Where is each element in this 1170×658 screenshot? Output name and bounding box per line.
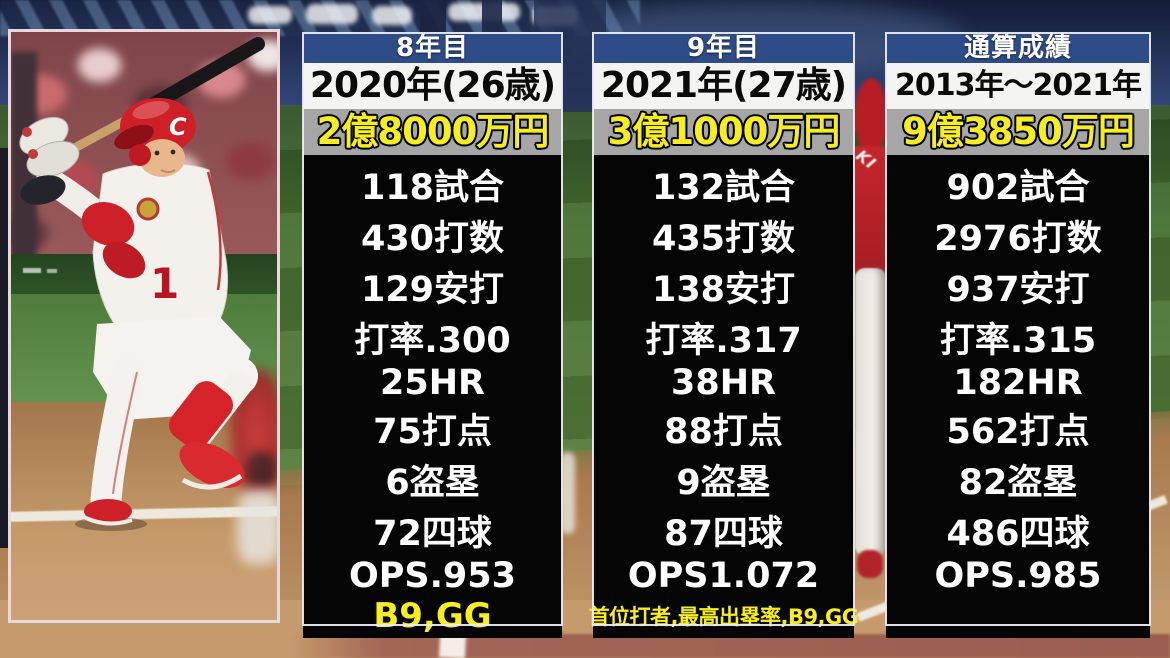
stat-row-atbats: 430打数 (360, 219, 505, 259)
stat-row-steals: 9盗塁 (676, 463, 771, 503)
standing-leg (90, 352, 145, 516)
pants-piping (112, 371, 138, 495)
season-label: 2020年(26歳) (303, 63, 562, 109)
awards-row: B9,GG (373, 596, 492, 636)
stat-row-steals: 82盗塁 (958, 463, 1078, 503)
column-header: 8年目 (303, 33, 562, 63)
photo-catcher-mitt-blur (247, 452, 277, 488)
stat-row-hits: 129安打 (360, 270, 505, 310)
chest-emblem (136, 197, 160, 221)
shin-guard (168, 381, 234, 449)
stat-column-year8: 8年目 2020年(26歳) 2億8000万円 118試合 430打数 129安… (302, 32, 563, 638)
raised-thigh (160, 343, 258, 395)
stat-row-rbi: 75打点 (373, 412, 492, 452)
season-label: 2021年(27歳) (593, 63, 854, 109)
stat-row-rbi: 562打点 (946, 412, 1090, 452)
stat-column-career: 通算成績 2013年～2021年 9億3850万円 902試合 2976打数 9… (885, 32, 1151, 638)
stat-row-steals: 6盗塁 (385, 463, 480, 503)
stat-row-ops: OPS1.072 (627, 556, 820, 596)
stat-row-walks: 486四球 (946, 514, 1090, 554)
helmet: C (114, 98, 196, 154)
wrist-guard (20, 175, 66, 205)
stats-panel: 118試合 430打数 129安打 打率.300 25HR 75打点 6盗塁 7… (303, 155, 562, 638)
dirt-color-band (290, 634, 1170, 658)
helmet-logo: C (169, 113, 187, 141)
standing-shoe (84, 499, 133, 526)
stat-row-rbi: 88打点 (664, 412, 783, 452)
column-header-label: 8年目 (395, 33, 470, 63)
stat-row-games: 902試合 (946, 168, 1090, 208)
catcher-helmet (855, 78, 887, 152)
stat-row-games: 132試合 (651, 168, 796, 208)
stat-row-walks: 87四球 (664, 514, 783, 554)
batting-gloves (19, 116, 80, 178)
stat-row-ops: OPS.985 (934, 556, 1102, 596)
elbow-guard (102, 241, 146, 279)
distant-player-blur (560, 452, 575, 534)
stat-row-homeruns: 38HR (671, 363, 776, 403)
stats-panel: 902試合 2976打数 937安打 打率.315 182HR 562打点 82… (886, 155, 1150, 638)
stat-row-hits: 138安打 (651, 270, 796, 310)
blurred-scoreboard-text (248, 6, 292, 24)
wall-distance-marker (47, 269, 57, 273)
awards-row (886, 596, 1150, 636)
column-header: 通算成績 (886, 33, 1150, 63)
wall-distance-marker (23, 268, 41, 273)
stat-row-average: 打率.300 (354, 321, 511, 361)
stat-row-homeruns: 25HR (380, 363, 485, 403)
stat-row-ops: OPS.953 (349, 556, 516, 596)
foreground-pole (0, 148, 10, 548)
salary-label: 2億8000万円 (303, 109, 562, 155)
salary-label: 9億3850万円 (886, 109, 1150, 155)
player-illustration: C 1 (19, 37, 265, 531)
photo-catcher-pants-blur (237, 490, 277, 564)
stat-row-atbats: 435打数 (651, 219, 796, 259)
column-header: 9年目 (593, 33, 854, 63)
stat-row-hits: 937安打 (946, 270, 1090, 310)
awards-row: 首位打者,最高出塁率,B9,GG (588, 605, 859, 629)
blurred-scoreboard-text (306, 4, 358, 24)
blurred-scoreboard-text (372, 6, 412, 25)
stat-row-walks: 72四球 (373, 514, 492, 554)
player-photo: C 1 (8, 29, 280, 623)
stat-row-average: 打率.315 (939, 321, 1097, 361)
raised-shoe (179, 442, 245, 490)
catcher-jersey (852, 146, 888, 272)
season-label: 2013年～2021年 (886, 63, 1150, 109)
jersey-piping (206, 171, 222, 291)
stat-row-average: 打率.317 (645, 321, 802, 361)
stat-row-homeruns: 182HR (953, 363, 1083, 403)
catcher-pants (855, 268, 886, 556)
stat-row-games: 118試合 (360, 168, 505, 208)
shoulder-guard (81, 202, 135, 246)
column-header-label: 通算成績 (963, 33, 1072, 63)
catcher-shoe (857, 550, 883, 578)
jersey-number: 1 (150, 259, 179, 308)
salary-label: 3億1000万円 (593, 109, 854, 155)
stat-row-atbats: 2976打数 (934, 219, 1102, 259)
column-header-label: 9年目 (686, 33, 761, 63)
stat-column-year9: 9年目 2021年(27歳) 3億1000万円 132試合 435打数 138安… (588, 32, 859, 638)
stats-panel: 132試合 435打数 138安打 打率.317 38HR 88打点 9盗塁 8… (588, 155, 859, 638)
player-face (129, 139, 185, 177)
